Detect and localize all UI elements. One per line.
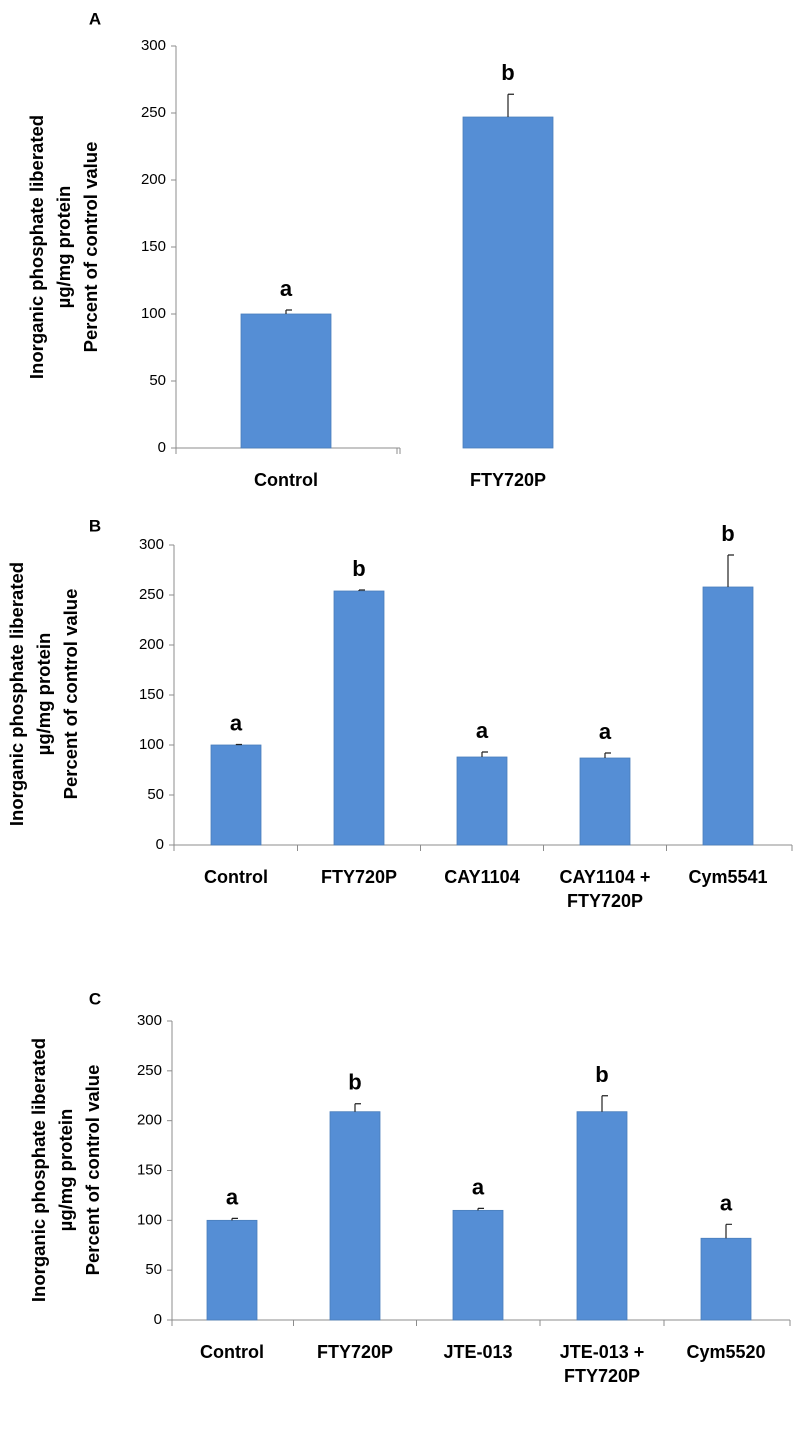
significance-letter: a (720, 1190, 733, 1215)
panel-label: B (89, 516, 101, 535)
x-category-label: FTY720P (564, 1366, 640, 1386)
y-tick-label: 50 (147, 786, 164, 803)
y-axis-title: Percent of control value (60, 589, 81, 800)
significance-letter: b (721, 521, 734, 546)
y-tick-label: 300 (141, 37, 166, 54)
error-bar (358, 589, 365, 591)
significance-letter: a (472, 1174, 485, 1199)
bar (240, 313, 332, 449)
y-axis-title: µg/mg protein (55, 1109, 76, 1232)
bar (210, 744, 262, 846)
error-bar (481, 751, 488, 757)
significance-letter: a (476, 718, 489, 743)
chart-panel-a: A Inorganic phosphate liberated µg/mg prot… (26, 9, 554, 490)
y-axis-title: µg/mg protein (53, 186, 74, 309)
bar (206, 1219, 258, 1321)
error-bar (507, 93, 514, 118)
bar (700, 1237, 752, 1321)
y-tick-label: 300 (137, 1012, 162, 1029)
y-tick-label: 200 (141, 171, 166, 188)
error-bar (601, 1095, 608, 1112)
x-category-label: FTY720P (567, 891, 643, 911)
x-category-label: CAY1104 + (560, 867, 651, 887)
error-bar (727, 554, 734, 587)
y-axis-title: Percent of control value (82, 1065, 103, 1276)
y-tick-label: 100 (141, 305, 166, 322)
chart-panel-b: B Inorganic phosphate liberated µg/mg prot… (6, 516, 793, 911)
significance-letter: a (226, 1184, 239, 1209)
significance-letter: b (595, 1062, 608, 1087)
y-tick-label: 0 (156, 836, 164, 853)
y-tick-label: 150 (141, 238, 166, 255)
bar (452, 1209, 504, 1321)
y-tick-label: 50 (149, 372, 166, 389)
y-tick-label: 250 (141, 104, 166, 121)
y-tick-label: 300 (139, 536, 164, 553)
significance-letter: b (348, 1070, 361, 1095)
y-tick-label: 150 (139, 686, 164, 703)
x-category-label: CAY1104 (444, 867, 519, 887)
y-axis-title: µg/mg protein (33, 633, 54, 756)
y-tick-label: 200 (137, 1112, 162, 1129)
significance-letter: a (280, 276, 293, 301)
panel-label: C (89, 989, 101, 1008)
x-category-label: FTY720P (317, 1342, 393, 1362)
bar (456, 756, 508, 846)
error-bar (354, 1103, 361, 1112)
bar (702, 586, 754, 846)
y-axis-title: Inorganic phosphate liberated (28, 1038, 49, 1302)
y-tick-label: 0 (154, 1311, 162, 1328)
x-category-label: Control (204, 867, 268, 887)
y-tick-label: 150 (137, 1161, 162, 1178)
x-category-label: JTE-013 (443, 1342, 512, 1362)
y-tick-label: 200 (139, 636, 164, 653)
x-category-label: Control (200, 1342, 264, 1362)
x-category-label: Cym5541 (688, 867, 767, 887)
significance-letter: b (501, 60, 514, 85)
x-category-label: Control (254, 470, 318, 490)
error-bar (231, 1217, 238, 1221)
y-axis-title: Percent of control value (80, 142, 101, 353)
x-category-label: FTY720P (321, 867, 397, 887)
significance-letter: a (599, 719, 612, 744)
significance-letter: b (352, 556, 365, 581)
y-tick-label: 250 (137, 1062, 162, 1079)
bar (333, 590, 385, 846)
x-category-label: Cym5520 (686, 1342, 765, 1362)
error-bar (285, 309, 292, 314)
x-category-label: FTY720P (470, 470, 546, 490)
y-tick-label: 100 (139, 736, 164, 753)
bar (576, 1111, 628, 1321)
bar (329, 1111, 381, 1321)
y-tick-label: 100 (137, 1211, 162, 1228)
bar (579, 757, 631, 846)
x-category-label: JTE-013 + (560, 1342, 645, 1362)
significance-letter: a (230, 711, 243, 736)
panel-label: A (89, 9, 101, 28)
chart-panel-c: C Inorganic phosphate liberated µg/mg prot… (28, 989, 791, 1386)
error-bar (725, 1223, 732, 1239)
error-bar (604, 752, 611, 758)
y-tick-label: 50 (145, 1261, 162, 1278)
y-tick-label: 0 (158, 439, 166, 456)
error-bar (477, 1207, 484, 1211)
y-axis-title: Inorganic phosphate liberated (26, 115, 47, 379)
y-axis-title: Inorganic phosphate liberated (6, 562, 27, 826)
bar (462, 116, 554, 449)
error-bar (235, 743, 242, 746)
y-tick-label: 250 (139, 586, 164, 603)
